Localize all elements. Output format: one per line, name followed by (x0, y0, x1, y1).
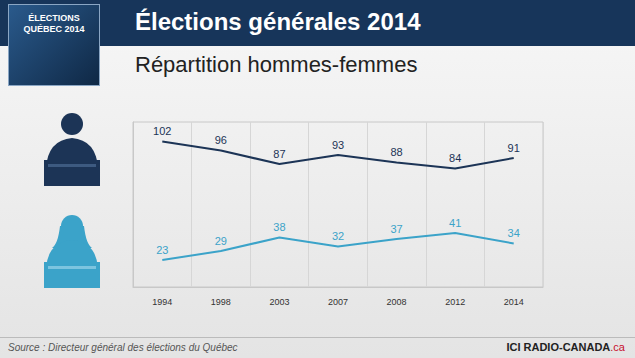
html-text:ÉLECTIONS QUÉBEC 2014: ÉLECTIONS QUÉBEC 2014 (23, 13, 85, 34)
svg-text:91: 91 (508, 142, 520, 154)
html-text:Répartition hommes-femmes: Répartition hommes-femmes (135, 52, 418, 77)
svg-text:2014: 2014 (504, 297, 524, 307)
svg-text:102: 102 (153, 125, 171, 137)
svg-text:32: 32 (332, 230, 344, 242)
svg-text:2003: 2003 (269, 297, 289, 307)
svg-text:23: 23 (156, 244, 168, 256)
svg-text:29: 29 (215, 235, 227, 247)
svg-text:37: 37 (390, 223, 402, 235)
svg-text:1994: 1994 (152, 297, 172, 307)
svg-text:87: 87 (273, 148, 285, 160)
svg-text:93: 93 (332, 139, 344, 151)
svg-text:1998: 1998 (211, 297, 231, 307)
html-text:ICI RADIO-CANADA.ca: ICI RADIO-CANADA.ca (506, 341, 625, 353)
svg-text:2008: 2008 (387, 297, 407, 307)
svg-text:34: 34 (508, 227, 520, 239)
svg-text:2012: 2012 (445, 297, 465, 307)
html-text:Élections générales 2014: Élections générales 2014 (135, 8, 421, 35)
html-text:Source : Directeur général des: Source : Directeur général des élections… (8, 342, 238, 353)
svg-text:96: 96 (215, 134, 227, 146)
svg-text:38: 38 (273, 221, 285, 233)
svg-text:41: 41 (449, 217, 461, 229)
svg-text:88: 88 (390, 146, 402, 158)
svg-text:2007: 2007 (328, 297, 348, 307)
svg-text:84: 84 (449, 152, 461, 164)
